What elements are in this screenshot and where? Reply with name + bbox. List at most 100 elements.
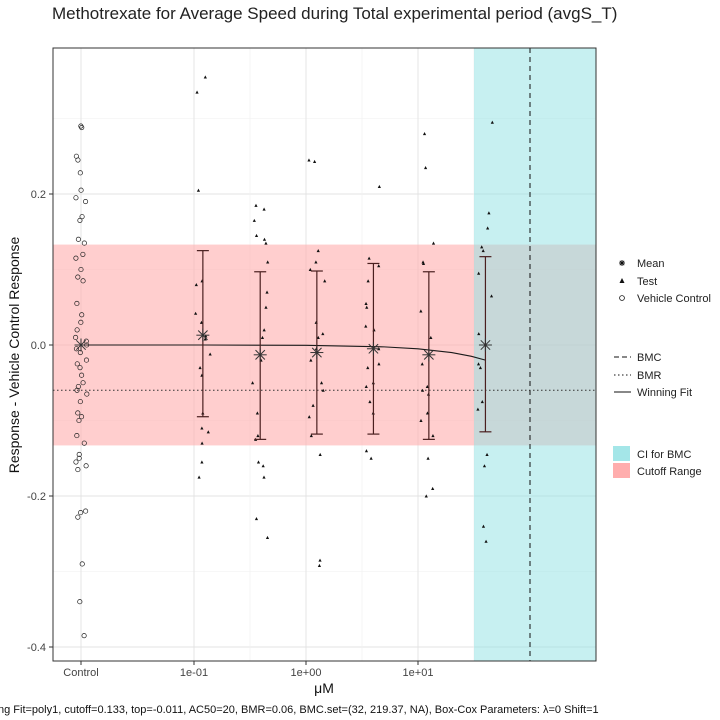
test-point <box>313 159 317 164</box>
test-point <box>198 366 202 370</box>
vehicle-control-point <box>77 349 83 356</box>
x-tick-label: 1e+01 <box>403 667 434 679</box>
mean-marker <box>196 328 210 342</box>
x-tick-label: 1e-01 <box>180 667 208 679</box>
vehicle-control-point <box>74 387 80 393</box>
test-point <box>489 294 494 298</box>
vehicle-control-point <box>77 217 83 223</box>
test-point <box>254 517 259 521</box>
vehicle-control-point <box>74 300 80 307</box>
vehicle-control-point <box>77 599 83 605</box>
y-axis-label: Response - Vehicle Control Response <box>6 236 22 473</box>
vehicle-marker-icon <box>619 295 625 301</box>
legend-label-ci-bmc: CI for BMC <box>637 449 691 461</box>
test-point <box>262 328 266 332</box>
test-marker-icon <box>619 278 625 283</box>
vehicle-control-point <box>83 463 89 469</box>
test-point <box>254 233 259 238</box>
legend-label-winning-fit: Winning Fit <box>637 387 692 399</box>
legend-item-mean: Mean <box>619 258 665 270</box>
x-tick-label: 1e+00 <box>291 667 322 679</box>
test-point <box>262 207 266 211</box>
test-point <box>482 464 487 468</box>
y-tick-label: 0.2 <box>31 189 46 201</box>
vehicle-control-point <box>80 251 86 257</box>
test-point <box>429 335 433 339</box>
legend-label-bmr: BMR <box>637 370 662 382</box>
x-axis: Control 1e-01 1e+00 1e+01 <box>63 661 433 679</box>
test-point <box>260 335 265 339</box>
test-point <box>420 388 425 392</box>
x-tick-label: Control <box>63 667 98 679</box>
test-point <box>485 452 489 456</box>
mean-marker <box>74 338 88 352</box>
legend-item-ci-bmc: CI for BMC <box>613 446 691 461</box>
mean-marker <box>310 346 324 360</box>
test-point <box>252 218 256 222</box>
mean-marker <box>422 348 436 362</box>
error-bars <box>74 250 492 440</box>
test-point <box>262 237 267 241</box>
test-point <box>316 249 320 253</box>
test-point <box>200 426 204 430</box>
vehicle-control-point <box>73 255 79 261</box>
test-point <box>419 309 423 313</box>
test-point <box>317 563 322 567</box>
test-point <box>480 400 484 404</box>
vehicle-control-point <box>79 214 85 220</box>
test-point <box>377 264 381 268</box>
vehicle-control-point <box>77 399 83 405</box>
test-point <box>481 249 485 253</box>
test-point <box>194 311 198 315</box>
test-point <box>208 352 212 356</box>
test-point <box>477 332 481 336</box>
vehicle-control-point <box>77 365 83 371</box>
panel-border <box>52 47 597 662</box>
legend-item-vehicle-control: Vehicle Control <box>619 293 711 305</box>
test-point <box>431 241 436 245</box>
test-point <box>365 305 369 309</box>
test-point <box>366 366 370 370</box>
test-point <box>194 283 198 287</box>
vehicle-control-point <box>82 199 89 205</box>
vehicle-control-point <box>76 417 82 424</box>
vehicle-control-point <box>75 467 81 473</box>
test-point <box>476 362 481 366</box>
test-point <box>319 381 324 385</box>
test-point <box>307 415 311 419</box>
vehicle-control-point <box>73 346 79 352</box>
vehicle-control-point <box>74 433 80 439</box>
legend-label-test: Test <box>637 276 657 288</box>
test-point <box>425 384 429 389</box>
y-tick-label: -0.4 <box>27 642 46 654</box>
test-point <box>367 256 371 260</box>
test-point <box>200 441 204 445</box>
test-point <box>364 384 368 389</box>
vehicle-control-point <box>78 187 84 193</box>
y-tick-label: 0.0 <box>31 340 46 352</box>
vehicle-control-point <box>75 236 81 242</box>
vehicle-control-point <box>80 278 86 284</box>
vehicle-control-point <box>73 459 79 465</box>
mean-marker <box>366 342 380 356</box>
legend-label-vehicle-control: Vehicle Control <box>637 293 711 305</box>
ci-bmc-band <box>474 48 596 661</box>
test-point <box>264 241 268 245</box>
test-point <box>424 494 428 498</box>
mean-marker <box>253 348 267 362</box>
test-point <box>196 188 201 192</box>
test-point <box>261 464 265 468</box>
test-point <box>197 475 201 479</box>
test-point <box>206 430 210 434</box>
test-point <box>254 203 258 207</box>
test-point <box>480 245 484 249</box>
test-point <box>318 558 322 562</box>
test-point <box>311 403 315 407</box>
test-point <box>262 475 266 479</box>
test-point <box>264 305 268 309</box>
vehicle-control-point <box>81 633 87 639</box>
vehicle-control-point <box>78 319 84 325</box>
vehicle-control-point <box>81 440 87 446</box>
vehicle-control-point <box>76 455 82 461</box>
vehicle-control-point <box>81 240 87 246</box>
